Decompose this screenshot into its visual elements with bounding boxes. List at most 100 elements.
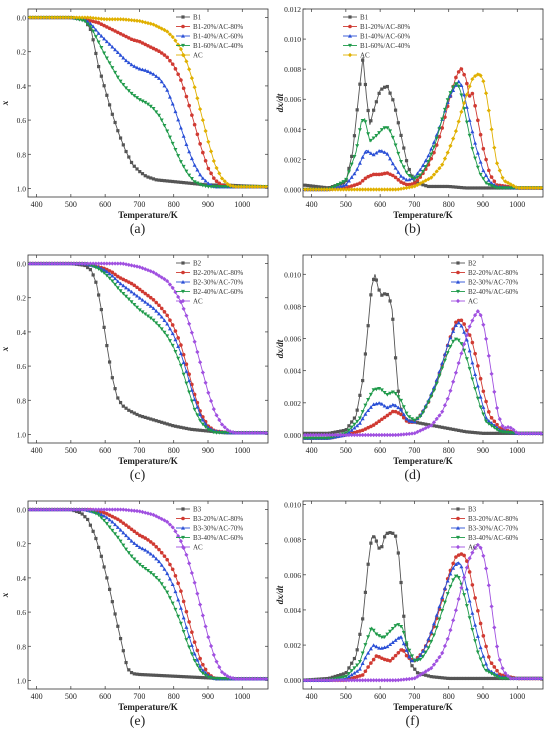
series-point bbox=[453, 574, 458, 579]
series-point bbox=[107, 269, 112, 273]
series-point bbox=[140, 564, 145, 569]
legend-label: B3-20%/AC-80% bbox=[468, 515, 518, 523]
series-point bbox=[426, 674, 431, 678]
series-point bbox=[453, 337, 458, 342]
series-point bbox=[487, 676, 491, 681]
series-point bbox=[77, 15, 82, 20]
series-point bbox=[222, 185, 227, 189]
series-point bbox=[94, 51, 98, 56]
series-point bbox=[151, 673, 156, 677]
series-point bbox=[102, 325, 106, 329]
series-point bbox=[437, 425, 442, 429]
series-point bbox=[442, 352, 447, 356]
series-point bbox=[360, 410, 365, 414]
series-point bbox=[322, 436, 327, 441]
series-point bbox=[165, 55, 169, 60]
series-point bbox=[374, 421, 379, 425]
series-point bbox=[173, 147, 178, 152]
series-point bbox=[179, 343, 183, 347]
series-point bbox=[151, 573, 156, 577]
series-point bbox=[118, 289, 123, 293]
series-point bbox=[360, 651, 365, 656]
series-ac bbox=[28, 15, 268, 189]
series-point bbox=[481, 412, 486, 417]
series-point bbox=[434, 613, 439, 617]
series-point bbox=[181, 352, 186, 357]
series-point bbox=[473, 676, 477, 681]
series-point bbox=[162, 674, 167, 678]
y-tick-label: 0.004 bbox=[284, 367, 301, 376]
series-point bbox=[440, 595, 445, 599]
series-point bbox=[442, 586, 447, 590]
series-point bbox=[219, 670, 225, 675]
series-point bbox=[346, 170, 351, 174]
series-point bbox=[88, 21, 93, 26]
series-point bbox=[137, 287, 142, 292]
series-point bbox=[388, 629, 393, 634]
series-point bbox=[396, 551, 400, 555]
series-point bbox=[473, 73, 478, 79]
series-point bbox=[377, 646, 382, 650]
series-point bbox=[88, 25, 93, 29]
series-point bbox=[91, 15, 96, 21]
legend-label: B3-30%/AC-70% bbox=[193, 525, 243, 533]
series-point bbox=[94, 280, 98, 284]
series-point bbox=[495, 668, 499, 673]
series-point bbox=[209, 171, 213, 176]
series-point bbox=[404, 177, 409, 182]
series-point bbox=[99, 34, 104, 38]
series-point bbox=[487, 410, 491, 414]
series-point bbox=[187, 103, 191, 108]
series-point bbox=[333, 678, 338, 683]
x-tick-label: 500 bbox=[340, 692, 352, 701]
series-point bbox=[404, 653, 409, 658]
series-point bbox=[126, 536, 131, 540]
series-point bbox=[495, 186, 500, 190]
series-point bbox=[236, 184, 241, 189]
legend-entry: B1-20%/AC-80% bbox=[176, 23, 243, 31]
series-point bbox=[233, 184, 238, 189]
series-point bbox=[478, 657, 483, 662]
series-point bbox=[465, 676, 469, 681]
series-point bbox=[380, 172, 384, 176]
series-point bbox=[487, 168, 491, 173]
series-point bbox=[80, 18, 85, 23]
series-point bbox=[203, 624, 208, 629]
legend-label: B2-20%/AC-80% bbox=[468, 269, 518, 277]
series-point bbox=[358, 429, 362, 433]
series-point bbox=[187, 173, 192, 178]
series-point bbox=[385, 644, 390, 649]
series-point bbox=[407, 418, 412, 423]
series-point bbox=[530, 185, 535, 191]
series-point bbox=[503, 430, 508, 435]
series-point bbox=[462, 553, 466, 558]
series-point bbox=[178, 160, 183, 164]
legend-marker bbox=[347, 52, 353, 58]
series-point bbox=[435, 184, 439, 189]
series-point bbox=[121, 261, 126, 266]
series-point bbox=[357, 659, 362, 664]
legend-entry: B2-40%/AC-60% bbox=[451, 288, 518, 296]
series-point bbox=[495, 422, 499, 427]
series-point bbox=[410, 419, 415, 424]
series-point bbox=[426, 159, 431, 164]
y-tick-label: 0.002 bbox=[284, 399, 301, 408]
series-point bbox=[538, 185, 543, 191]
series-point bbox=[102, 271, 107, 276]
series-point bbox=[91, 24, 96, 29]
series-point bbox=[203, 178, 208, 183]
series-point bbox=[135, 285, 139, 290]
series-point bbox=[208, 398, 214, 404]
series-point bbox=[454, 75, 458, 80]
legend-entry: B1-40%/AC-60% bbox=[176, 33, 243, 41]
series-point bbox=[465, 186, 469, 190]
series-point bbox=[366, 562, 370, 566]
series-point bbox=[217, 185, 222, 189]
series-point bbox=[113, 387, 117, 391]
series-point bbox=[99, 46, 104, 50]
series-point bbox=[396, 389, 400, 393]
series-point bbox=[313, 432, 319, 438]
series-point bbox=[217, 677, 222, 681]
series-point bbox=[467, 333, 472, 337]
series-point bbox=[157, 178, 161, 182]
